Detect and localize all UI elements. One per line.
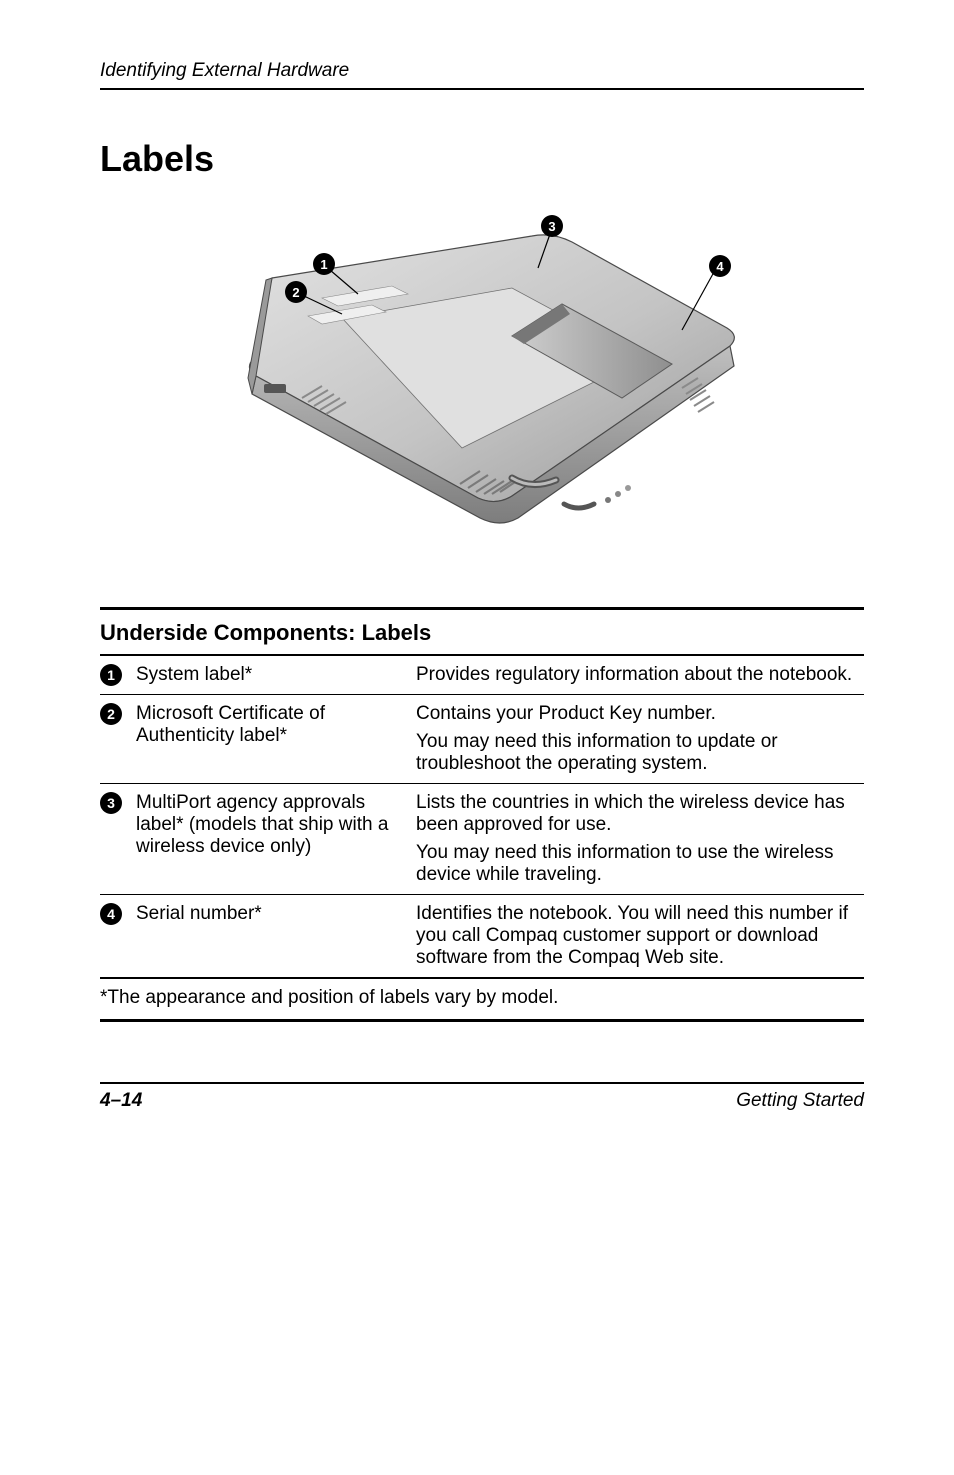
row-desc: Identifies the notebook. You will need t… [416,895,864,979]
table-row: 3 MultiPort agency approvals label* (mod… [100,784,864,895]
row-number-icon: 1 [100,664,122,686]
book-title: Getting Started [736,1090,864,1112]
left-port [264,384,286,393]
row-term: MultiPort agency approvals label* (model… [136,784,416,895]
section-title: Identifying External Hardware [100,60,349,81]
front-latch [564,504,594,508]
svg-text:1: 1 [320,257,327,272]
table-title: Underside Components: Labels [100,607,864,656]
table-footnote: *The appearance and position of labels v… [100,979,864,1022]
table-row: 1 System label* Provides regulatory info… [100,656,864,695]
table-row: 2 Microsoft Certificate of Authenticity … [100,695,864,784]
page-number: 4–14 [100,1090,142,1112]
row-number-icon: 3 [100,792,122,814]
page-heading: Labels [100,138,864,180]
callout-3: 3 [541,215,563,237]
svg-text:3: 3 [548,219,555,234]
svg-text:2: 2 [292,285,299,300]
row-term: Microsoft Certificate of Authenticity la… [136,695,416,784]
illustration-container: 1 2 3 4 [100,208,864,553]
front-dot-2 [615,491,621,497]
row-desc: Lists the countries in which the wireles… [416,784,864,895]
table-row: 4 Serial number* Identifies the notebook… [100,895,864,979]
row-desc: Provides regulatory information about th… [416,656,864,695]
notebook-underside-illustration: 1 2 3 4 [212,208,752,548]
front-dot-3 [625,485,631,491]
row-desc: Contains your Product Key number. You ma… [416,695,864,784]
row-number-icon: 2 [100,703,122,725]
svg-text:4: 4 [716,259,724,274]
row-number-icon: 4 [100,903,122,925]
callout-4: 4 [709,255,731,277]
labels-table: 1 System label* Provides regulatory info… [100,656,864,979]
front-dot-1 [605,497,611,503]
row-term: System label* [136,656,416,695]
callout-1: 1 [313,253,335,275]
callout-2: 2 [285,281,307,303]
row-term: Serial number* [136,895,416,979]
page-footer: 4–14 Getting Started [100,1082,864,1112]
running-header: Identifying External Hardware [100,60,864,90]
